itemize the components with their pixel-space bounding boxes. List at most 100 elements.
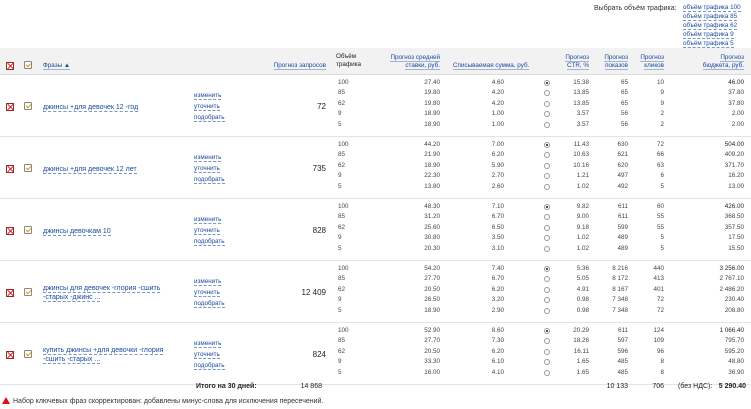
traffic-radio[interactable] xyxy=(544,369,550,376)
traffic-option-9[interactable]: объём трафика 9 xyxy=(683,31,734,39)
phrase-text[interactable]: джинсы девочкам 10 xyxy=(43,227,111,236)
cell-charge: 3.50 xyxy=(491,234,504,242)
phrase-text[interactable]: купить джинсы +для девочки -глория -сшить… xyxy=(43,346,164,364)
cell-ctr: 0.98 xyxy=(576,296,589,304)
cell-vol: 85 xyxy=(338,89,346,97)
cell-imp: 597 xyxy=(617,337,628,345)
cell-clicks: 440 xyxy=(653,265,664,272)
pick-phrases-link-label: подобрать xyxy=(194,362,225,370)
cell-ctr: 1.65 xyxy=(576,358,589,366)
pick-phrases-link[interactable]: подобрать xyxy=(194,176,225,184)
cell-vol: 85 xyxy=(338,213,346,221)
traffic-radio[interactable] xyxy=(544,90,550,97)
header-impressions[interactable]: Прогноз показов xyxy=(596,54,628,70)
traffic-radio[interactable] xyxy=(544,121,550,128)
cell-ctr: 3.57 xyxy=(576,120,589,128)
traffic-radio[interactable] xyxy=(544,266,550,272)
cell-budget: 13.00 xyxy=(728,182,744,190)
header-charged-sum[interactable]: Списываемая сумма, руб. xyxy=(453,62,530,70)
refine-phrase-link[interactable]: уточнить xyxy=(194,103,220,111)
phrase-text[interactable]: джинсы +для девочек 12 лет xyxy=(43,165,137,174)
header-phrases[interactable]: Фразы ▲ xyxy=(43,62,71,70)
traffic-radio[interactable] xyxy=(544,235,550,242)
traffic-radio[interactable] xyxy=(544,111,550,118)
pick-phrases-link-label: подобрать xyxy=(194,300,225,308)
traffic-option-62[interactable]: объём трафика 62 xyxy=(683,22,738,30)
traffic-radio[interactable] xyxy=(544,183,550,190)
cell-imp: 56 xyxy=(620,120,628,128)
traffic-radio[interactable] xyxy=(544,224,550,231)
remove-phrase-checkbox[interactable] xyxy=(6,165,14,173)
select-phrase-checkbox[interactable] xyxy=(24,102,32,110)
traffic-radio[interactable] xyxy=(544,173,550,180)
cell-bid: 18.90 xyxy=(424,161,440,169)
traffic-radio[interactable] xyxy=(544,152,550,159)
traffic-radio[interactable] xyxy=(544,348,550,355)
header-clicks[interactable]: Прогноз кликов xyxy=(634,54,664,70)
edit-phrase-link[interactable]: изменить xyxy=(194,340,222,348)
refine-phrase-link[interactable]: уточнить xyxy=(194,227,220,235)
cell-bid: 18.90 xyxy=(424,110,440,118)
edit-phrase-link[interactable]: изменить xyxy=(194,216,222,224)
phrase-line: -старых -джинс ... xyxy=(43,293,160,302)
forecast-queries: 824 xyxy=(312,350,326,359)
cell-charge: 6.20 xyxy=(491,151,504,159)
pick-phrases-link[interactable]: подобрать xyxy=(194,300,225,308)
phrase-text[interactable]: джинсы +для девочек 12 -год xyxy=(43,103,139,112)
select-phrase-checkbox[interactable] xyxy=(24,288,32,296)
traffic-option-5[interactable]: объём трафика 5 xyxy=(683,40,734,48)
traffic-option-85[interactable]: объём трафика 85 xyxy=(683,13,738,21)
edit-phrase-link[interactable]: изменить xyxy=(194,278,222,286)
cell-ctr: 1.65 xyxy=(576,368,589,376)
traffic-radio[interactable] xyxy=(544,80,550,86)
header-budget[interactable]: Прогноз бюджета, руб. xyxy=(680,54,744,70)
cell-bid: 48.30 xyxy=(424,203,440,210)
traffic-radio[interactable] xyxy=(544,307,550,314)
correction-warning: Набор ключевых фраз скорректирован: доба… xyxy=(2,397,323,405)
traffic-radio[interactable] xyxy=(544,204,550,210)
traffic-option-100[interactable]: объём трафика 100 xyxy=(683,4,741,12)
phrase-line: джинсы для девочек -глория -сшить xyxy=(43,284,161,293)
cell-budget: 504.00 xyxy=(724,141,744,148)
traffic-radio[interactable] xyxy=(544,142,550,148)
cell-ctr: 20.29 xyxy=(573,327,589,334)
remove-phrase-checkbox[interactable] xyxy=(6,227,14,235)
refine-phrase-link[interactable]: уточнить xyxy=(194,289,220,297)
remove-phrase-checkbox[interactable] xyxy=(6,289,14,297)
header-avg-bid[interactable]: Прогноз средней ставки, руб. xyxy=(384,54,440,70)
cell-bid: 31.20 xyxy=(424,213,440,221)
header-ctr[interactable]: Прогноз CTR, % xyxy=(555,54,589,70)
cell-vol: 100 xyxy=(338,265,349,272)
pick-phrases-link[interactable]: подобрать xyxy=(194,362,225,370)
cell-budget: 17.50 xyxy=(728,234,744,242)
traffic-radio[interactable] xyxy=(544,276,550,283)
remove-phrase-checkbox[interactable] xyxy=(6,351,14,359)
traffic-radio[interactable] xyxy=(544,297,550,304)
cell-charge: 4.20 xyxy=(491,99,504,107)
traffic-radio[interactable] xyxy=(544,214,550,221)
pick-phrases-link[interactable]: подобрать xyxy=(194,114,225,122)
edit-phrase-link[interactable]: изменить xyxy=(194,92,222,100)
refine-phrase-link[interactable]: уточнить xyxy=(194,165,220,173)
remove-all-checkbox[interactable] xyxy=(6,62,14,70)
traffic-radio[interactable] xyxy=(544,162,550,169)
cell-ctr: 3.57 xyxy=(576,110,589,118)
traffic-radio[interactable] xyxy=(544,359,550,366)
select-phrase-checkbox[interactable] xyxy=(24,226,32,234)
edit-phrase-link[interactable]: изменить xyxy=(194,154,222,162)
traffic-radio[interactable] xyxy=(544,245,550,252)
phrase-text[interactable]: джинсы для девочек -глория -сшить -старых… xyxy=(43,284,161,302)
cell-budget: 2 767.10 xyxy=(719,275,744,283)
select-phrase-checkbox[interactable] xyxy=(24,164,32,172)
traffic-radio[interactable] xyxy=(544,338,550,345)
pick-phrases-link[interactable]: подобрать xyxy=(194,238,225,246)
select-all-checkbox[interactable] xyxy=(24,61,32,69)
traffic-radio[interactable] xyxy=(544,100,550,107)
cell-clicks: 2 xyxy=(660,110,664,118)
select-phrase-checkbox[interactable] xyxy=(24,350,32,358)
remove-phrase-checkbox[interactable] xyxy=(6,103,14,111)
traffic-radio[interactable] xyxy=(544,286,550,293)
traffic-radio[interactable] xyxy=(544,328,550,334)
refine-phrase-link[interactable]: уточнить xyxy=(194,351,220,359)
header-forecast-queries[interactable]: Прогноз запросов xyxy=(262,62,326,70)
